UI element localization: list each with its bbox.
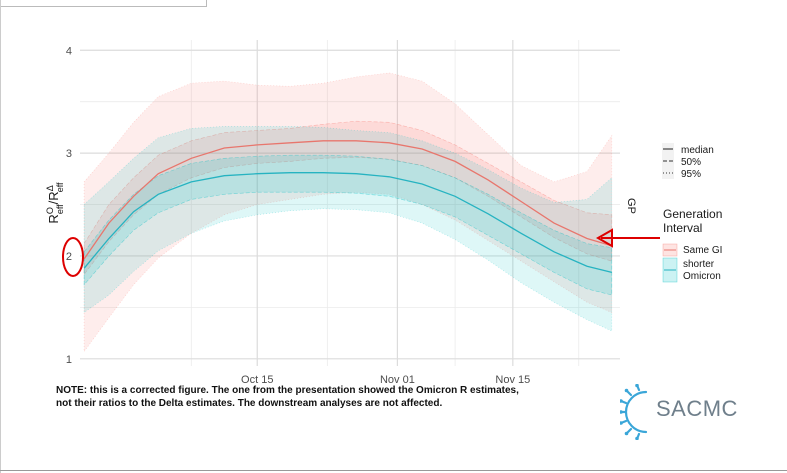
band50-series-1 (83, 154, 613, 296)
annotation-circle (62, 236, 84, 277)
sacmc-logo: SACMC (620, 384, 760, 440)
legend-line-label-0: median (681, 145, 714, 156)
legend-fill-title-line-1: Interval (663, 221, 702, 235)
x-tick-label-1: Nov 01 (380, 374, 415, 386)
legend-line-label-1: 50% (681, 157, 701, 168)
legend-line-key-bg-2 (662, 167, 674, 179)
ylabel-r: R (46, 214, 61, 223)
legend-fill-label-0-0: Same GI (683, 245, 722, 256)
y-tick-label-3: 4 (66, 45, 72, 57)
x-tick-label-0: Oct 15 (241, 374, 273, 386)
y-axis-label: ROeff/RΔeff (45, 182, 65, 224)
legend-line-label-2: 95% (681, 169, 701, 180)
ylabel-slash: / (46, 200, 61, 204)
correction-note: NOTE: this is a corrected figure. The on… (56, 385, 519, 409)
legend-fill-label-1-1: Omicron (683, 271, 721, 282)
legend-fill-title-line-0: Generation (663, 207, 722, 221)
facet-label: GP (625, 198, 637, 214)
annotation-arrow-head (595, 228, 613, 248)
ylabel-sup-o: O (45, 207, 55, 214)
ylabel-sub-eff-2: eff (55, 182, 65, 192)
y-tick-label-1: 2 (66, 251, 72, 263)
x-tick-label-2: Nov 15 (495, 374, 530, 386)
legend-fill-label-1-0: shorter (683, 259, 715, 270)
band95-series-0 (83, 72, 613, 353)
median-line-series-0 (83, 140, 612, 260)
virus-icon (620, 384, 648, 440)
y-tick-label-0: 1 (66, 354, 72, 366)
median-line-series-1 (83, 172, 612, 274)
window-frame-bottom (0, 470, 787, 471)
legend-line-key-bg-1 (662, 155, 674, 167)
window-frame-top (0, 0, 207, 7)
y-tick-label-2: 3 (66, 148, 72, 160)
logo-text: SACMC (656, 396, 738, 421)
ylabel-sup-delta: Δ (45, 185, 55, 191)
ylabel-sub-eff: eff (55, 204, 65, 214)
window-frame-left (0, 0, 1, 473)
band50-series-0 (83, 120, 613, 276)
ylabel-r-delta: R (46, 191, 61, 200)
